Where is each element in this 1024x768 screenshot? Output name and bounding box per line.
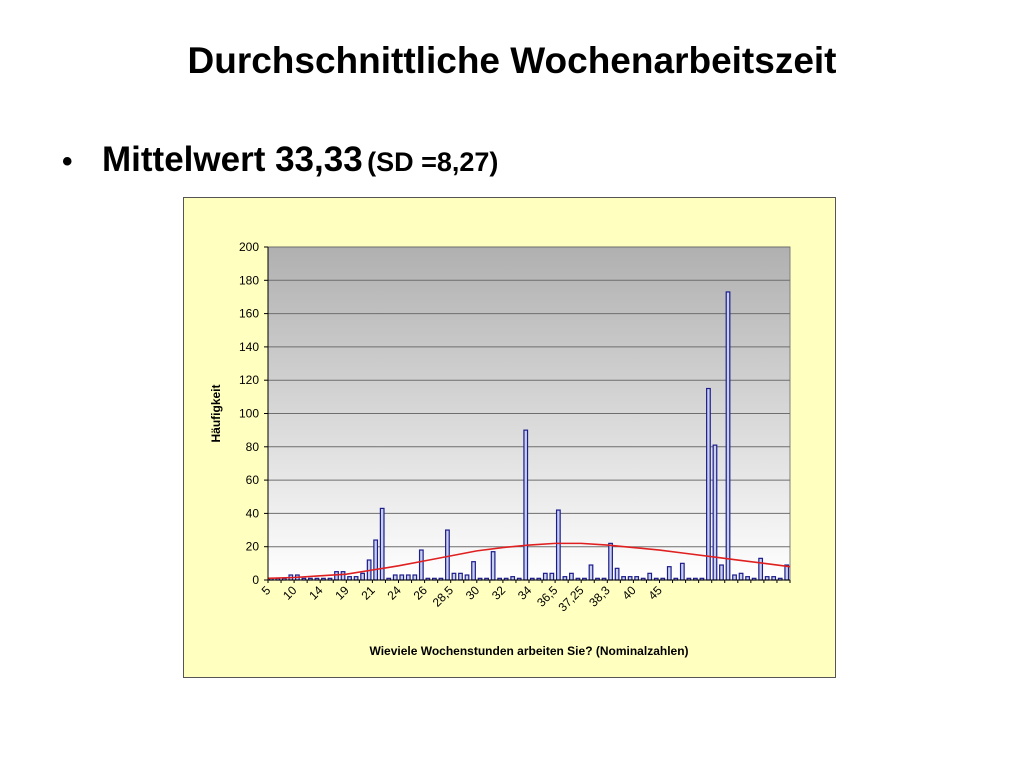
histogram-bar: [458, 572, 463, 581]
y-axis-title: Häufigkeit: [209, 384, 223, 442]
y-tick-label: 180: [239, 273, 259, 287]
grid-lines: [264, 246, 790, 581]
y-tick-label: 80: [246, 440, 260, 454]
histogram-bar: [392, 574, 398, 581]
x-tick-label: 45: [646, 583, 666, 603]
y-tick-label: 20: [246, 540, 260, 554]
y-tick-label: 140: [239, 340, 259, 354]
x-tick-label: 14: [306, 583, 326, 603]
normal-distribution-line: [267, 542, 791, 580]
histogram-bar: [719, 564, 724, 581]
x-tick-label: 37,25: [555, 583, 586, 614]
histogram-bar: [758, 557, 764, 581]
histogram-bar: [549, 572, 555, 581]
chart-container: 0 20 40 60 80 100 120 140 160 180 200 5 10 14 19 21 24 26…: [183, 197, 836, 678]
histogram-bar: [555, 509, 561, 581]
histogram-bar: [399, 574, 405, 581]
histogram-bar: [725, 291, 731, 581]
histogram-bar: [523, 429, 529, 581]
x-tick-label: 32: [489, 583, 509, 603]
histogram-bar: [490, 551, 496, 581]
histogram-bar: [614, 567, 620, 581]
x-tick-label: 21: [358, 583, 378, 603]
y-tick-label: 200: [239, 240, 259, 254]
histogram-bar: [569, 572, 574, 581]
histogram-bar: [647, 572, 653, 581]
histogram-bar: [732, 574, 737, 581]
x-tick-label: 40: [619, 583, 639, 603]
y-tick-label: 100: [239, 407, 259, 421]
histogram-chart: 0 20 40 60 80 100 120 140 160 180 200 5 10 14 19 21 24 26…: [209, 240, 791, 658]
bullet-dot-icon: •: [62, 145, 73, 178]
histogram-bar: [334, 571, 339, 581]
histogram-bar: [706, 387, 711, 581]
x-tick-label: 34: [515, 583, 535, 603]
y-tick-label: 0: [252, 573, 259, 587]
histogram-bar: [373, 539, 379, 581]
histogram-bar: [405, 574, 411, 581]
histogram-bar: [666, 566, 672, 581]
x-tick-label: 26: [411, 583, 431, 603]
axes: [267, 247, 791, 583]
histogram-bar: [542, 572, 548, 581]
bullet-item: • Mittelwert 33,33 (SD =8,27): [62, 140, 498, 180]
histogram-bar: [738, 572, 744, 581]
y-tick-label: 120: [239, 373, 259, 387]
histogram-bar: [608, 542, 613, 581]
x-tick-label: 5: [259, 583, 274, 598]
x-tick-label: 10: [280, 583, 300, 603]
histogram-bar: [784, 564, 790, 581]
x-tick-label: 28,5: [430, 583, 457, 610]
bullet-main-text: Mittelwert 33,33: [102, 140, 363, 179]
bullet-sub-text: (SD =8,27): [367, 147, 499, 177]
y-tick-label: 60: [246, 473, 260, 487]
histogram-bar: [340, 571, 346, 581]
histogram-bar: [464, 574, 470, 581]
histogram-bar: [712, 444, 718, 581]
histogram-bar: [588, 564, 594, 581]
normal-curve: [267, 542, 791, 580]
histogram-bar: [451, 572, 457, 581]
histogram-bar: [412, 574, 418, 581]
x-tick-label: 30: [463, 583, 483, 603]
slide-title: Durchschnittliche Wochenarbeitszeit: [187, 40, 837, 81]
x-tick-label: 24: [385, 583, 405, 603]
y-tick-label: 160: [239, 307, 259, 321]
x-tick-label: 19: [332, 583, 352, 603]
histogram-bar: [471, 561, 476, 581]
x-axis-title: Wieviele Wochenstunden arbeiten Sie? (No…: [369, 644, 688, 658]
histogram-bar: [360, 572, 366, 581]
histogram-bar: [418, 549, 424, 581]
y-tick-label: 40: [246, 506, 260, 520]
histogram-bar: [679, 562, 685, 581]
histogram-bar: [445, 529, 450, 581]
x-tick-label: 38,3: [586, 583, 613, 610]
